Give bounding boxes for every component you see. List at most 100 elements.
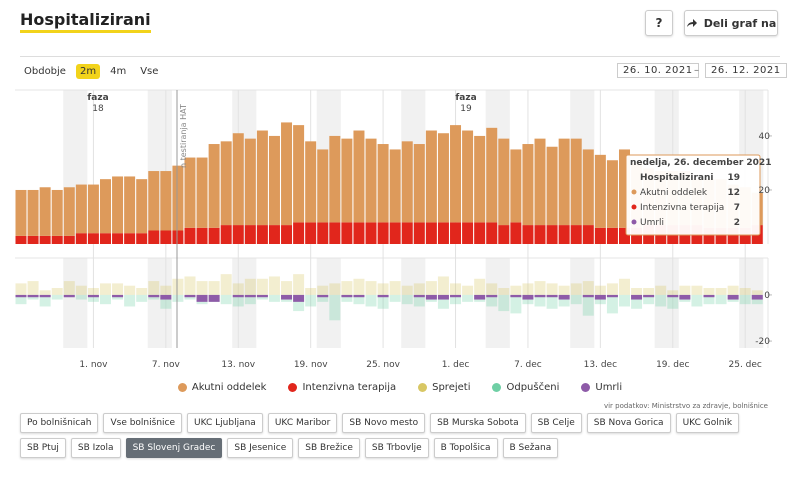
- annotation: n testiranja HAT: [179, 104, 188, 168]
- bar: [256, 278, 268, 295]
- date-to[interactable]: 26. 12. 2021: [705, 63, 787, 78]
- bar: [558, 285, 570, 295]
- share-button[interactable]: Deli graf na: [684, 10, 778, 36]
- bar-segment: [136, 179, 148, 234]
- bar: [160, 285, 172, 295]
- legend-item[interactable]: Intenzivna terapija: [288, 382, 396, 393]
- weekend-band: [232, 258, 257, 348]
- bar-segment: [220, 141, 232, 226]
- bar: [739, 288, 751, 295]
- bar: [184, 294, 196, 298]
- legend-item[interactable]: Odpuščeni: [492, 382, 559, 393]
- bar: [389, 281, 401, 295]
- bar-segment: [558, 138, 570, 226]
- bar: [631, 294, 643, 309]
- bar: [305, 294, 317, 307]
- hospital-button[interactable]: SB Celje: [530, 413, 582, 433]
- legend-item[interactable]: Umrli: [581, 382, 622, 393]
- bar-segment: [136, 233, 148, 244]
- bar: [112, 283, 124, 295]
- bar-segment: [317, 222, 329, 244]
- bar-segment: [377, 222, 389, 244]
- help-button[interactable]: ?: [645, 10, 673, 36]
- bar-segment: [329, 135, 341, 223]
- legend-label: Akutni oddelek: [191, 382, 267, 393]
- bar: [474, 294, 486, 300]
- hospital-button[interactable]: UKC Maribor: [267, 413, 338, 433]
- bar: [341, 294, 353, 298]
- bar: [643, 288, 655, 295]
- bar-segment: [75, 184, 87, 234]
- tooltip-total-label: Hospitalizirani: [640, 173, 713, 183]
- bar-segment: [184, 227, 196, 244]
- bar: [27, 294, 39, 300]
- bar: [184, 294, 196, 300]
- bar-segment: [244, 138, 256, 226]
- bar-segment: [99, 179, 111, 234]
- x-tick-label: 7. dec: [514, 360, 542, 370]
- bar-segment: [437, 133, 449, 223]
- bar-segment: [329, 222, 341, 244]
- legend-item[interactable]: Sprejeti: [418, 382, 470, 393]
- bar-segment: [437, 222, 449, 244]
- bar-segment: [160, 171, 172, 231]
- bar-segment: [293, 222, 305, 244]
- bar-segment: [15, 189, 27, 236]
- hospital-button[interactable]: SB Izola: [70, 438, 121, 458]
- bar: [570, 283, 582, 295]
- hospital-button[interactable]: SB Brežice: [298, 438, 360, 458]
- bar: [148, 281, 160, 295]
- bar-segment: [184, 157, 196, 228]
- tooltip-value: 2: [734, 218, 740, 228]
- legend-item[interactable]: Akutni oddelek: [177, 382, 267, 393]
- hospital-button[interactable]: SB Jesenice: [227, 438, 294, 458]
- bar: [679, 285, 691, 295]
- bar: [727, 285, 739, 295]
- period-option[interactable]: Vse: [140, 66, 159, 77]
- bar: [208, 294, 220, 302]
- bar: [486, 294, 498, 307]
- bar-segment: [353, 130, 365, 223]
- bar: [655, 285, 667, 295]
- hospital-button[interactable]: SB Nova Gorica: [586, 413, 671, 433]
- bar: [124, 285, 136, 295]
- hospital-button[interactable]: SB Novo mesto: [342, 413, 426, 433]
- legend: Akutni oddelek Intenzivna terapija Sprejet…: [0, 382, 800, 393]
- y-tick-label: -20: [755, 337, 770, 347]
- bar-segment: [570, 225, 582, 244]
- x-tick-label: 19. dec: [656, 360, 689, 370]
- legend-label: Intenzivna terapija: [302, 382, 397, 393]
- date-from[interactable]: 26. 10. 2021: [617, 63, 699, 78]
- bar: [751, 290, 763, 295]
- bar-segment: [546, 225, 558, 244]
- bar-segment: [401, 141, 413, 223]
- period-option[interactable]: 4m: [110, 66, 127, 77]
- bar: [570, 294, 582, 305]
- bar: [437, 294, 449, 300]
- hospital-button[interactable]: SB Murska Sobota: [430, 413, 526, 433]
- bar-segment: [389, 222, 401, 244]
- bar-segment: [99, 233, 111, 244]
- bar-segment: [208, 144, 220, 228]
- hospital-button[interactable]: SB Slovenj Gradec: [125, 438, 223, 458]
- hospital-button[interactable]: UKC Golnik: [675, 413, 740, 433]
- hospital-button[interactable]: SB Trbovlje: [364, 438, 429, 458]
- chart: faza 18 faza 19 n testiranja HAT nedelja…: [15, 89, 772, 370]
- hospital-button[interactable]: SB Ptuj: [20, 438, 66, 458]
- annotation: faza: [455, 93, 476, 103]
- hospital-button[interactable]: Vse bolnišnice: [103, 413, 183, 433]
- weekend-band: [654, 258, 679, 348]
- hospital-button[interactable]: UKC Ljubljana: [187, 413, 263, 433]
- bar-segment: [112, 176, 124, 234]
- bar-segment: [594, 154, 606, 228]
- bar: [691, 294, 703, 307]
- period-option[interactable]: 2m: [75, 64, 101, 79]
- bar-segment: [268, 135, 280, 226]
- hospital-button[interactable]: B Topolšica: [433, 438, 498, 458]
- bar: [510, 294, 522, 314]
- bar-segment: [570, 138, 582, 226]
- bar: [558, 294, 570, 307]
- hospital-button[interactable]: Po bolnišnicah: [20, 413, 99, 433]
- hospital-button[interactable]: B Sežana: [502, 438, 559, 458]
- bar-segment: [498, 138, 510, 226]
